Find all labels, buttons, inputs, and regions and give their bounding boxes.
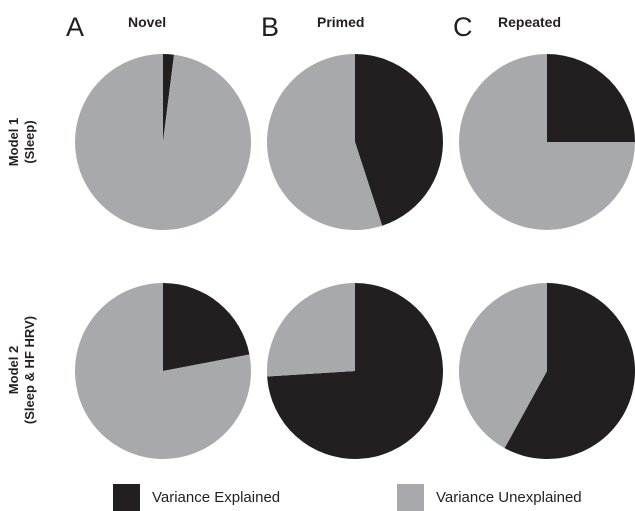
pie-slice-variance-unexplained xyxy=(459,54,635,230)
pie-slice-variance-explained xyxy=(504,283,635,459)
legend-item-explained: Variance Explained xyxy=(113,484,280,511)
legend-item-unexplained: Variance Unexplained xyxy=(397,484,582,511)
pie-slice-variance-explained xyxy=(547,54,635,142)
legend-swatch-unexplained xyxy=(397,484,424,511)
pie-slice-variance-unexplained xyxy=(459,283,547,449)
pie-slice-variance-unexplained xyxy=(74,283,251,460)
pie-slice-variance-explained xyxy=(163,283,250,371)
pie-slice-variance-unexplained xyxy=(75,54,252,230)
pie-model-1-repeated xyxy=(459,54,635,230)
legend-label-explained: Variance Explained xyxy=(152,489,281,506)
panel-letter-c: C xyxy=(453,12,473,42)
pie-slice-variance-unexplained xyxy=(266,283,355,377)
column-title-primed: Primed xyxy=(317,14,365,30)
pie-model-2-novel xyxy=(74,283,251,460)
pie-model-1-primed xyxy=(266,54,443,230)
legend-swatch-explained xyxy=(113,484,140,511)
column-title-novel: Novel xyxy=(128,14,167,30)
pie-slice-variance-unexplained xyxy=(266,54,383,230)
panel-letter-a: A xyxy=(66,12,85,42)
pie-slice-variance-explained xyxy=(355,54,443,226)
legend-label-unexplained: Variance Unexplained xyxy=(436,489,582,506)
pie-model-2-repeated xyxy=(459,283,635,459)
panel-letter-b: B xyxy=(261,12,280,42)
column-title-repeated: Repeated xyxy=(498,14,562,30)
pie-slice-variance-explained xyxy=(267,283,443,460)
pie-model-2-primed xyxy=(266,283,443,460)
pie-slice-variance-explained xyxy=(163,53,175,142)
pie-model-1-novel xyxy=(75,53,252,230)
